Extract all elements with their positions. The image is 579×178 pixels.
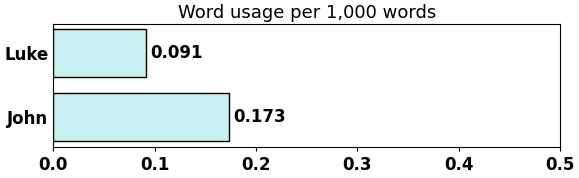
Bar	[53, 29, 145, 77]
Text: 0.091: 0.091	[151, 44, 203, 62]
Title: Word usage per 1,000 words: Word usage per 1,000 words	[178, 4, 436, 22]
Text: 0.173: 0.173	[234, 108, 287, 126]
Bar	[53, 93, 229, 141]
